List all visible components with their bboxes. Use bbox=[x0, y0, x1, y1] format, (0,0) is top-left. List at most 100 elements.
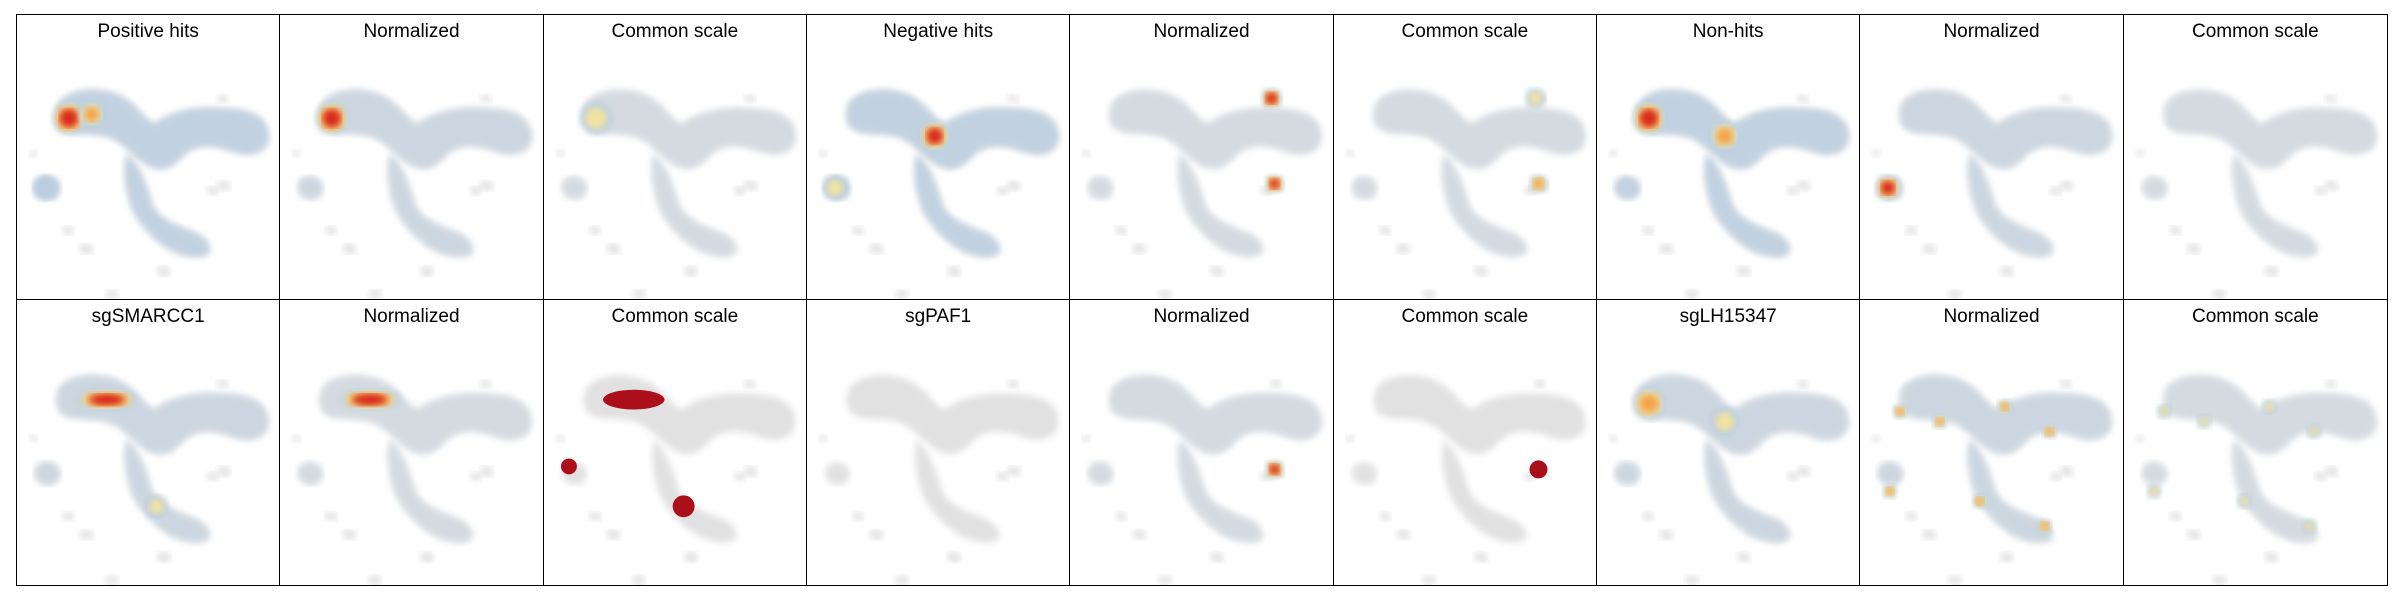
base-region bbox=[2211, 289, 2227, 299]
base-region bbox=[946, 551, 961, 563]
panel-title: Normalized bbox=[1153, 21, 1250, 42]
heatmap-panel: Normalized bbox=[1070, 15, 1334, 300]
density-tint bbox=[915, 154, 1000, 257]
density-tint bbox=[1441, 154, 1527, 257]
density-tint bbox=[1373, 89, 1586, 169]
density-hotspot bbox=[926, 128, 943, 144]
base-region bbox=[818, 149, 828, 158]
density-hotspot bbox=[60, 109, 78, 128]
base-region bbox=[1684, 289, 1699, 299]
density-tint bbox=[34, 461, 60, 485]
base-region bbox=[1132, 529, 1147, 540]
base-region bbox=[2185, 529, 2201, 540]
base-region bbox=[325, 511, 338, 521]
base-region bbox=[915, 439, 1000, 543]
base-region bbox=[1684, 575, 1699, 585]
base-region bbox=[733, 186, 746, 196]
base-region bbox=[2135, 435, 2145, 443]
base-region bbox=[419, 551, 435, 563]
heatmap-panel: Common scale bbox=[543, 15, 807, 300]
density-tint bbox=[2163, 375, 2377, 455]
density-hotspot bbox=[602, 389, 665, 410]
density-tint bbox=[846, 89, 1059, 169]
base-region bbox=[651, 439, 737, 543]
base-region bbox=[588, 511, 601, 521]
base-region bbox=[2168, 511, 2181, 521]
base-region bbox=[2323, 180, 2339, 192]
heatmap-panel: Common scale bbox=[2123, 15, 2387, 300]
base-region bbox=[325, 225, 338, 235]
base-region bbox=[743, 466, 758, 477]
density-hotspot bbox=[84, 107, 99, 122]
base-region bbox=[156, 265, 171, 277]
panel-title: Common scale bbox=[2191, 21, 2319, 42]
density-tint bbox=[1088, 176, 1114, 200]
density-map bbox=[292, 375, 532, 585]
density-tint bbox=[1968, 439, 2053, 543]
base-region bbox=[1922, 243, 1937, 254]
base-region bbox=[479, 180, 495, 192]
base-region bbox=[1796, 466, 1811, 477]
base-region bbox=[1905, 511, 1918, 521]
base-region bbox=[605, 243, 621, 254]
base-region bbox=[292, 435, 301, 443]
base-region bbox=[2185, 243, 2201, 254]
density-tint bbox=[1614, 461, 1640, 485]
density-hotspot bbox=[1896, 407, 1905, 416]
heatmap-panel: sgSMARCC1 bbox=[17, 300, 281, 585]
base-region bbox=[818, 435, 828, 443]
base-region bbox=[2313, 186, 2327, 196]
base-region bbox=[1796, 379, 1809, 389]
density-tint bbox=[1614, 176, 1640, 200]
base-region bbox=[1872, 435, 1881, 443]
density-hotspot bbox=[2198, 416, 2209, 427]
base-region bbox=[1421, 575, 1436, 585]
panel-title: Normalized bbox=[1943, 21, 2040, 42]
density-hotspot bbox=[1269, 464, 1280, 475]
base-region bbox=[479, 466, 495, 477]
base-region bbox=[1158, 289, 1173, 299]
density-hotspot bbox=[560, 458, 577, 475]
base-region bbox=[743, 94, 756, 103]
density-tint bbox=[56, 375, 269, 455]
density-hotspot bbox=[2303, 521, 2314, 532]
heatmap-panel: Common scale bbox=[543, 300, 807, 585]
density-hotspot bbox=[89, 394, 124, 406]
base-region bbox=[743, 180, 758, 192]
heatmap-panel: Non-hits bbox=[1597, 15, 1861, 300]
base-region bbox=[1658, 243, 1674, 254]
base-region bbox=[1641, 225, 1655, 235]
panel-title: Common scale bbox=[2191, 306, 2319, 327]
base-region bbox=[824, 461, 850, 485]
density-hotspot bbox=[2308, 426, 2319, 437]
density-hotspot bbox=[353, 394, 387, 406]
heatmap-panel: sgLH15347 bbox=[1597, 300, 1861, 585]
density-tint bbox=[583, 89, 796, 169]
density-hotspot bbox=[1886, 487, 1895, 496]
base-region bbox=[2059, 379, 2073, 389]
density-tint bbox=[1900, 375, 2112, 455]
density-hotspot bbox=[2263, 401, 2274, 412]
base-region bbox=[104, 289, 119, 299]
base-region bbox=[292, 149, 301, 158]
base-region bbox=[2049, 471, 2063, 481]
base-region bbox=[1082, 435, 1091, 443]
panel-title: Normalized bbox=[363, 306, 460, 327]
density-map bbox=[28, 89, 269, 299]
density-map bbox=[818, 89, 1059, 299]
density-map bbox=[1082, 88, 1322, 299]
heatmap-panel: Normalized bbox=[1860, 15, 2124, 300]
base-region bbox=[156, 551, 171, 563]
density-hotspot bbox=[1975, 497, 1985, 506]
base-region bbox=[1999, 265, 2015, 277]
base-region bbox=[1658, 529, 1674, 540]
base-region bbox=[946, 265, 961, 277]
base-region bbox=[28, 149, 38, 158]
base-region bbox=[1872, 149, 1881, 158]
density-map bbox=[1608, 89, 1849, 299]
panel-title: Common scale bbox=[1401, 21, 1529, 42]
base-region bbox=[2168, 225, 2181, 235]
base-region bbox=[555, 149, 565, 158]
density-tint bbox=[388, 439, 473, 543]
base-region bbox=[1905, 225, 1918, 235]
